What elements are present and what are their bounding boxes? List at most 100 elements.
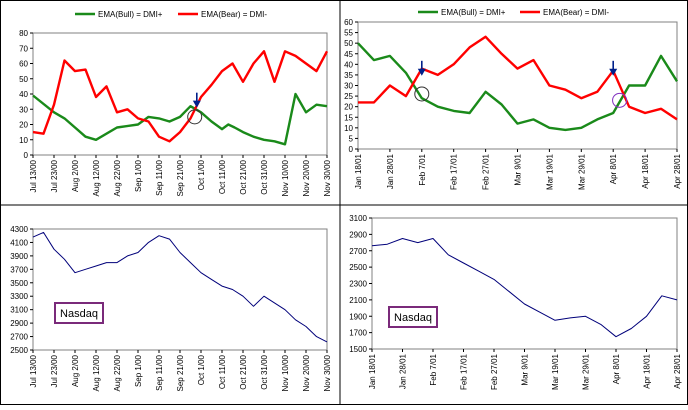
x-tick-label: Jan 18/01: [354, 153, 363, 189]
x-tick-label: Oct 11/00: [218, 159, 227, 194]
x-tick-label: Jan 28/01: [386, 153, 395, 189]
x-tick-label: Mar 9/01: [521, 353, 530, 385]
x-tick-label: Apr 18/01: [641, 153, 650, 188]
y-tick-label: 50: [19, 75, 28, 84]
annotation-arrow-icon: [192, 100, 201, 108]
chart-br: 1500 1700 1900 2100 2300 2500 2700 2900 3100 Jan …: [349, 214, 682, 390]
y-tick-label: 3500: [10, 279, 28, 288]
annotation-circle: [187, 109, 203, 125]
x-tick-label: Oct 21/00: [239, 159, 248, 194]
series-line-bear: [32, 50, 329, 143]
legend-entry: EMA(Bull) = DMI+: [441, 8, 506, 17]
x-tick-label: Feb 7/01: [418, 153, 427, 185]
x-tick-label: Apr 28/01: [673, 353, 682, 388]
y-tick-label: 2300: [349, 280, 367, 289]
y-tick-label: 2700: [10, 333, 28, 342]
y-tick-label: 55: [344, 29, 353, 38]
series-line-bull: [32, 92, 328, 146]
nasdaq-label: Nasdaq: [60, 308, 98, 320]
y-tick-label: 3300: [10, 292, 28, 301]
y-tick-label: 2500: [349, 263, 367, 272]
y-tick-label: 3100: [349, 214, 367, 223]
y-tick-label: 60: [19, 60, 28, 69]
x-tick-label: Apr 8/01: [612, 353, 621, 384]
x-tick-label: Apr 28/01: [673, 153, 682, 188]
y-tick-label: 10: [19, 136, 28, 145]
x-tick-label: Jul 23/00: [50, 159, 59, 192]
x-tick-label: Aug 22/00: [113, 159, 122, 196]
y-tick-label: 60: [344, 18, 353, 27]
x-tick-label: Jul 13/00: [29, 159, 38, 192]
y-tick-label: 0: [24, 151, 29, 160]
x-tick-label: Aug 12/00: [92, 159, 101, 196]
y-tick-label: 3900: [10, 252, 28, 261]
y-tick-label: 2900: [349, 230, 367, 239]
x-tick-label: Mar 29/01: [577, 153, 586, 190]
x-tick-label: Nov 10/00: [281, 159, 290, 196]
x-tick-label: Nov 10/00: [281, 354, 290, 391]
x-tick-label: Oct 31/00: [260, 159, 269, 194]
y-tick-label: 2700: [349, 247, 367, 256]
y-tick-label: 3100: [10, 306, 28, 315]
x-tick-label: Feb 27/01: [482, 153, 491, 190]
annotation-circle: [612, 92, 628, 108]
x-tick-label: Aug 2/00: [71, 159, 80, 192]
y-tick-label: 40: [19, 90, 28, 99]
x-tick-label: Nov 20/00: [302, 354, 311, 391]
y-tick-label: 35: [344, 71, 353, 80]
x-tick-label: Aug 2/00: [71, 354, 80, 387]
x-tick-label: Oct 21/00: [239, 354, 248, 389]
annotation-circle: [414, 86, 430, 102]
y-tick-label: 15: [344, 113, 353, 122]
x-tick-label: Feb 7/01: [429, 353, 438, 385]
nasdaq-label-box: [388, 306, 438, 328]
y-tick-label: 25: [344, 92, 353, 101]
y-tick-label: 30: [19, 105, 28, 114]
x-tick-label: Jan 18/01: [368, 353, 377, 389]
x-tick-label: Feb 27/01: [490, 353, 499, 390]
plot-area: [32, 228, 328, 351]
x-tick-label: Mar 19/01: [545, 153, 554, 190]
y-tick-label: 40: [344, 60, 353, 69]
y-tick-label: 30: [344, 82, 353, 91]
x-tick-label: Oct 1/00: [197, 159, 206, 190]
y-tick-label: 1500: [349, 345, 367, 354]
x-tick-label: Oct 11/00: [218, 354, 227, 389]
x-tick-label: Aug 22/00: [113, 354, 122, 391]
x-tick-label: Mar 9/01: [514, 153, 523, 185]
x-tick-label: Nov 30/00: [323, 159, 332, 196]
x-tick-label: Nov 20/00: [302, 159, 311, 196]
x-tick-label: Oct 31/00: [260, 354, 269, 389]
y-tick-label: 50: [344, 39, 353, 48]
y-tick-label: 20: [344, 103, 353, 112]
y-tick-label: 20: [19, 121, 28, 130]
x-tick-label: Sep 11/00: [155, 159, 164, 195]
y-tick-label: 10: [344, 124, 353, 133]
x-tick-label: Mar 19/01: [551, 353, 560, 390]
x-tick-label: Feb 17/01: [460, 353, 469, 390]
legend-entry: EMA(Bear) = DMI-: [543, 8, 609, 17]
y-tick-label: 70: [19, 44, 28, 53]
x-tick-label: Sep 1/00: [134, 354, 143, 387]
x-tick-label: Jan 28/01: [399, 353, 408, 389]
y-tick-label: 1700: [349, 329, 367, 338]
annotation-arrow-icon: [417, 68, 426, 76]
y-tick-label: 1900: [349, 312, 367, 321]
x-tick-label: Oct 1/00: [197, 354, 206, 385]
plot-area: [32, 32, 328, 156]
x-tick-label: Jul 23/00: [50, 354, 59, 387]
plot-area: [371, 217, 678, 350]
x-tick-label: Apr 18/01: [643, 353, 652, 388]
nasdaq-label: Nasdaq: [394, 312, 432, 324]
y-tick-label: 2500: [10, 346, 28, 355]
x-tick-label: Apr 8/01: [609, 153, 618, 184]
y-tick-label: 0: [349, 145, 354, 154]
y-tick-label: 3700: [10, 265, 28, 274]
y-tick-label: 5: [349, 134, 354, 143]
y-tick-label: 4100: [10, 238, 28, 247]
x-tick-label: Nov 30/00: [323, 354, 332, 391]
legend-entry: EMA(Bull) = DMI+: [98, 10, 163, 19]
legend-entry: EMA(Bear) = DMI-: [201, 10, 267, 19]
series-line-nasdaq: [32, 231, 328, 343]
